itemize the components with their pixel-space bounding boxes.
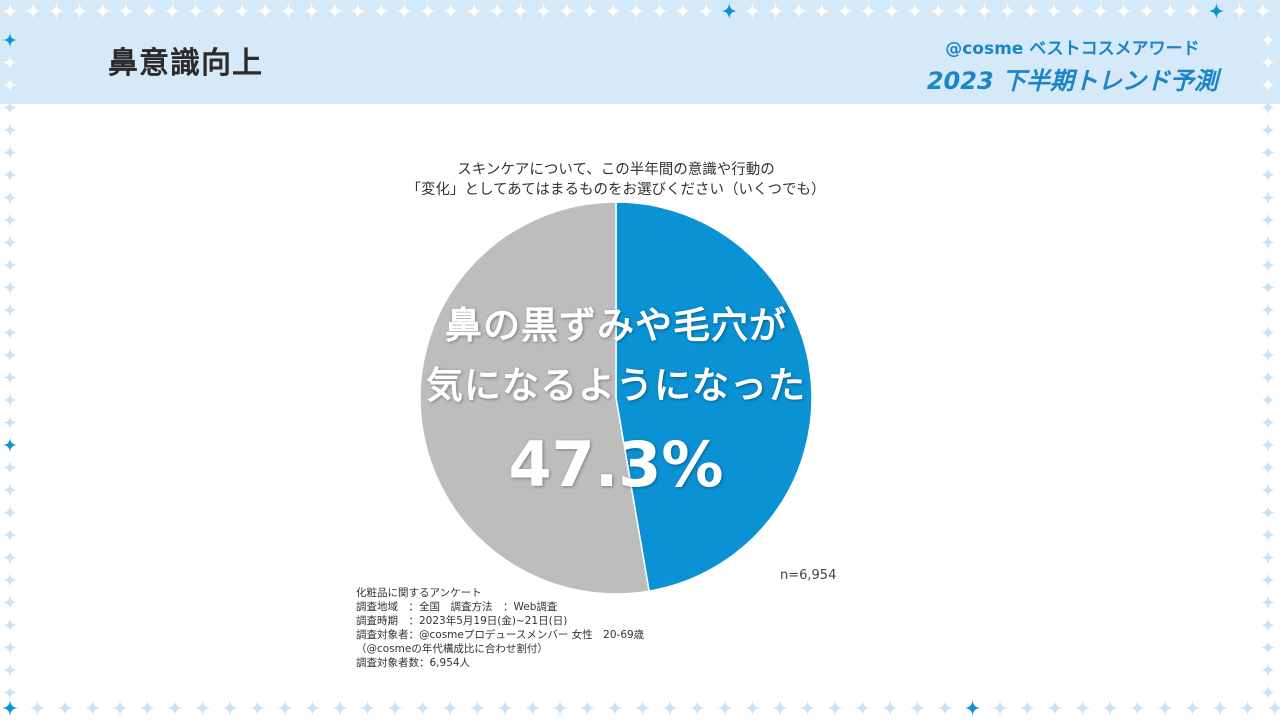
survey-note-line: 調査対象者数：6,954人 bbox=[356, 657, 471, 669]
highlight-label-line-2: 気になるようになった bbox=[426, 364, 806, 407]
survey-note-line: 調査地域 ：全国 調査方法 ：Web調査 bbox=[356, 601, 558, 613]
pie-highlight-label: 鼻の黒ずみや毛穴が 気になるようになった 47.3% bbox=[400, 296, 832, 501]
brand-logo: @cosme ベストコスメアワード 2023 下半期トレンド予測 bbox=[927, 34, 1218, 96]
survey-note-line: 調査時期 ：2023年5月19日(金)~21日(日) bbox=[356, 615, 568, 627]
pie-slice bbox=[615, 201, 813, 593]
survey-note-line: 調査対象者：@cosmeプロデュースメンバー 女性 20-69歳 bbox=[356, 629, 645, 641]
highlight-label-line-1: 鼻の黒ずみや毛穴が bbox=[445, 304, 787, 347]
sample-size: n=6,954 bbox=[780, 568, 837, 583]
survey-notes: 化粧品に関するアンケート調査地域 ：全国 調査方法 ：Web調査 調査時期 ：20… bbox=[356, 586, 644, 670]
brand-trend-title: 2023 下半期トレンド予測 bbox=[926, 67, 1218, 95]
brand-award-name: @cosme ベストコスメアワード bbox=[945, 39, 1200, 59]
page-title: 鼻意識向上 bbox=[108, 46, 263, 81]
highlight-percentage: 47.3% bbox=[508, 428, 724, 501]
question-line-1: スキンケアについて、この半年間の意識や行動の bbox=[457, 162, 775, 178]
chart-question: スキンケアについて、この半年間の意識や行動の 「変化」としてあてはまるものをお選… bbox=[340, 160, 892, 200]
pie-slice bbox=[419, 201, 650, 595]
survey-note-line: （@cosmeの年代構成比に合わせ割付） bbox=[356, 643, 548, 655]
question-line-2: 「変化」としてあてはまるものをお選びください（いくつでも） bbox=[406, 182, 826, 198]
survey-note-line: 化粧品に関するアンケート bbox=[356, 587, 482, 599]
